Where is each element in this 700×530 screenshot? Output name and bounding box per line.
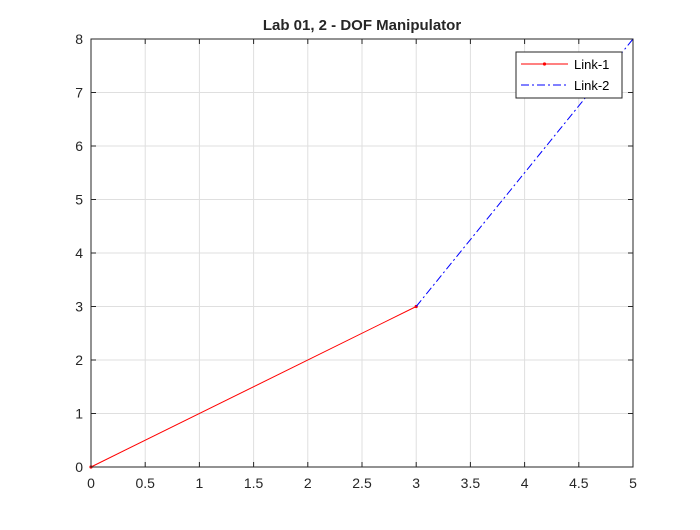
y-tick-label: 5 [75,192,83,208]
y-tick-label: 4 [75,245,83,261]
legend-box [515,51,623,99]
x-tick-label: 4.5 [569,475,589,491]
y-tick-label: 0 [75,459,83,475]
x-tick-label: 4 [521,475,529,491]
x-tick-label: 1 [196,475,204,491]
ticks: 0 0.5 1 1.5 2 2.5 3 3.5 4 4.5 5 0 1 2 3 4 5 6 7 8 [75,31,637,491]
x-tick-label: 2 [304,475,312,491]
y-tick-label: 3 [75,299,83,315]
legend-label: Link-2 [574,78,609,93]
x-tick-label: 1.5 [244,475,264,491]
y-tick-label: 7 [75,85,83,101]
legend-label: Link-1 [574,57,609,72]
x-tick-label: 2.5 [352,475,372,491]
y-tick-label: 2 [75,352,83,368]
x-tick-label: 3.5 [461,475,481,491]
legend-marker [542,62,547,66]
y-tick-label: 1 [75,406,83,422]
x-tick-label: 0.5 [135,475,155,491]
series-line-link-2 [415,38,634,307]
x-tick-label: 0 [87,475,95,491]
x-tick-label: 5 [629,475,637,491]
y-tick-label: 8 [75,31,83,47]
y-tick-label: 6 [75,138,83,154]
legend: Link-1 Link-2 [515,51,623,99]
series-line-link-1 [90,306,417,468]
x-tick-label: 3 [412,475,420,491]
chart-title: Lab 01, 2 - DOF Manipulator [263,17,462,34]
